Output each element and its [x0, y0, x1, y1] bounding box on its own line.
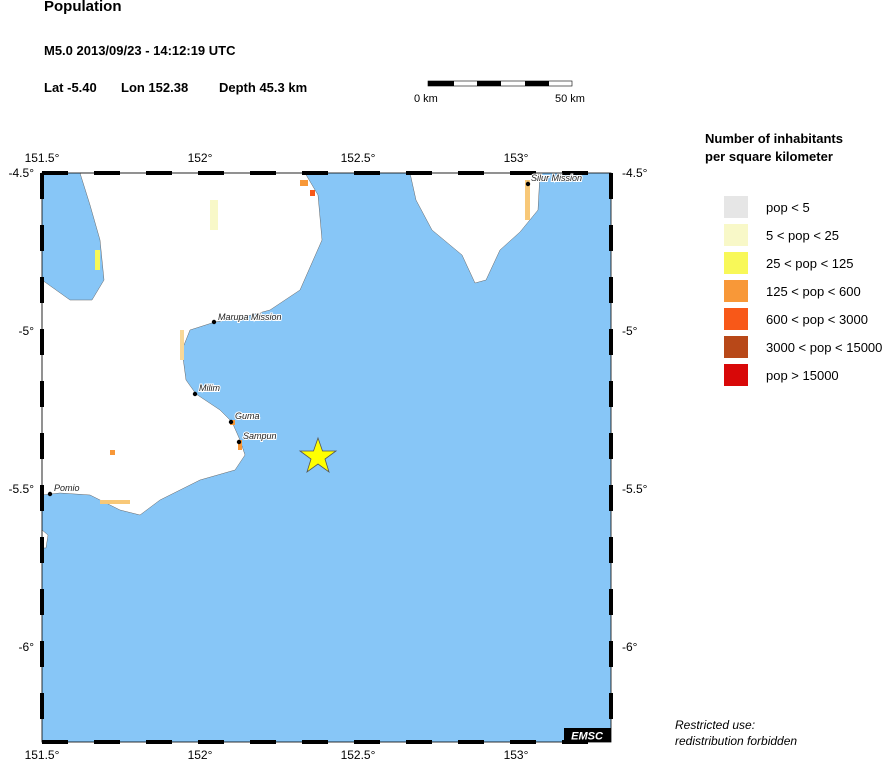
legend-label: 5 < pop < 25 — [766, 227, 840, 243]
legend-label: 125 < pop < 600 — [766, 283, 861, 299]
place-label: Marupa Mission — [218, 312, 282, 322]
legend-swatch — [724, 336, 748, 358]
legend-title-2: per square kilometer — [705, 149, 833, 164]
place-label: Milim — [199, 383, 220, 393]
map-title: Population — [44, 0, 122, 15]
lat-tick: -6° — [19, 640, 35, 654]
emsc-badge: EMSC — [571, 731, 604, 743]
place-label: Guma — [235, 411, 260, 421]
legend-label: pop < 5 — [766, 199, 810, 215]
legend-item: 5 < pop < 25 — [724, 224, 839, 246]
lon-tick: 152° — [188, 151, 213, 165]
legend-item: 3000 < pop < 15000 — [724, 336, 882, 358]
lat-tick: -5° — [19, 324, 35, 338]
lat-tick: -5° — [622, 324, 638, 338]
legend-swatch — [724, 224, 748, 246]
event-lon: Lon 152.38 — [121, 80, 189, 95]
restriction-note-2: redistribution forbidden — [675, 734, 798, 748]
legend-swatch — [724, 280, 748, 302]
lon-tick: 153° — [504, 748, 529, 762]
lat-tick: -5.5° — [9, 482, 35, 496]
legend-swatch — [724, 308, 748, 330]
restriction-note-1: Restricted use: — [675, 718, 756, 732]
epicenter-star — [298, 436, 338, 474]
legend-item: pop < 5 — [724, 196, 810, 218]
legend-item: 25 < pop < 125 — [724, 252, 853, 274]
legend-label: 25 < pop < 125 — [766, 255, 854, 271]
event-lat: Lat -5.40 — [44, 80, 97, 95]
legend-item: pop > 15000 — [724, 364, 839, 386]
legend-title-1: Number of inhabitants — [705, 131, 843, 146]
scale-start: 0 km — [414, 93, 438, 105]
legend-label: 3000 < pop < 15000 — [766, 339, 883, 355]
lon-tick: 151.5° — [25, 151, 60, 165]
scale-bar — [427, 80, 573, 87]
scale-end: 50 km — [555, 93, 585, 105]
population-cells — [95, 180, 530, 504]
lat-tick: -4.5° — [622, 166, 648, 180]
legend-label: 600 < pop < 3000 — [766, 311, 868, 327]
lon-tick: 152.5° — [341, 748, 376, 762]
legend-label: pop > 15000 — [766, 367, 839, 383]
place-label: Sampun — [243, 431, 277, 441]
lon-tick: 152.5° — [341, 151, 376, 165]
lat-tick: -4.5° — [9, 166, 35, 180]
place-label: Pomio — [54, 483, 80, 493]
place-label: Silur Mission — [531, 173, 582, 183]
lon-tick: 151.5° — [25, 748, 60, 762]
lat-tick: -6° — [622, 640, 638, 654]
legend-swatch — [724, 252, 748, 274]
place-dots — [47, 181, 531, 497]
lon-tick: 153° — [504, 151, 529, 165]
event-depth: Depth 45.3 km — [219, 80, 308, 95]
event-line: M5.0 2013/09/23 - 14:12:19 UTC — [44, 43, 236, 58]
legend-item: 125 < pop < 600 — [724, 280, 861, 302]
lon-tick: 152° — [188, 748, 213, 762]
lat-tick: -5.5° — [622, 482, 648, 496]
legend-item: 600 < pop < 3000 — [724, 308, 868, 330]
legend-swatch — [724, 196, 748, 218]
legend-swatch — [724, 364, 748, 386]
